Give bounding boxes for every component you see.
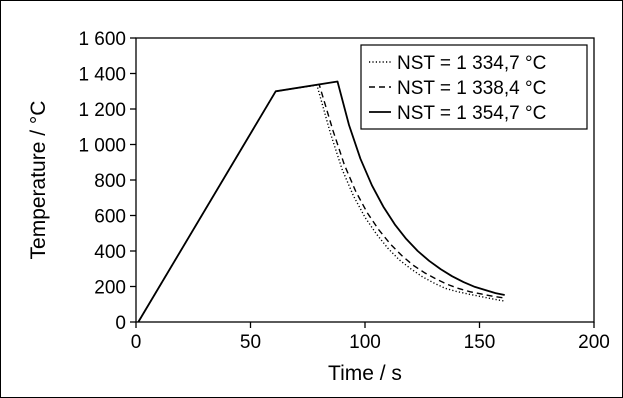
- legend-box: [360, 44, 588, 130]
- series-line-solid: [137, 80, 505, 323]
- y-tick-label: 1 200: [78, 100, 126, 121]
- y-tick-label: 600: [94, 207, 126, 228]
- series-line-dotted: [137, 84, 505, 323]
- x-tick-label: 100: [349, 332, 381, 353]
- x-axis-title: Time / s: [328, 362, 402, 385]
- y-tick-label: 800: [94, 171, 126, 192]
- series-line-dashed: [137, 83, 505, 323]
- y-tick-label: 0: [115, 313, 126, 334]
- x-tick-label: 50: [240, 332, 261, 353]
- x-tick-label: 0: [131, 332, 142, 353]
- x-tick-label: 150: [464, 332, 496, 353]
- legend-entry-label: NST = 1 354,7 °C: [397, 103, 546, 124]
- y-tick-label: 400: [94, 242, 126, 263]
- y-tick-label: 200: [94, 278, 126, 299]
- axes: 0 200 400 600 800 1 000 1 200 1 400 1 600 0 50 100 1…: [78, 29, 609, 353]
- legend-entry-label: NST = 1 334,7 °C: [397, 53, 546, 74]
- y-tick-label: 1 400: [78, 65, 126, 86]
- legend: NST = 1 334,7 °C NST = 1 338,4 °C NST = 1 …: [360, 44, 588, 130]
- legend-entry-label: NST = 1 338,4 °C: [397, 78, 546, 99]
- y-axis-title: Temperature / °C: [27, 101, 50, 260]
- series-lines: [137, 80, 505, 323]
- x-tick-label: 200: [578, 332, 610, 353]
- y-tick-label: 1 600: [78, 29, 126, 50]
- y-tick-label: 1 000: [78, 136, 126, 157]
